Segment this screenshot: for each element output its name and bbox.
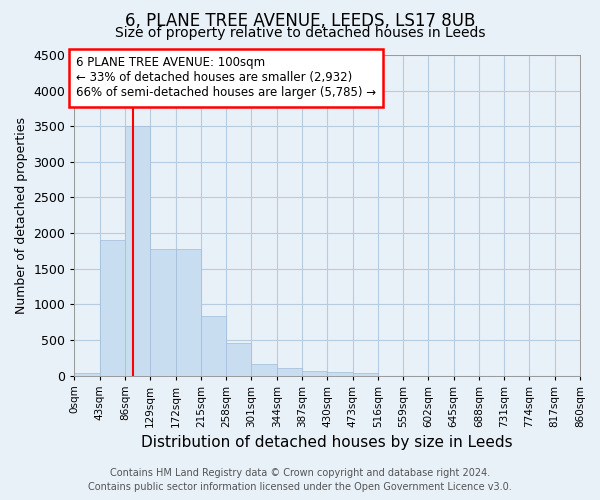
X-axis label: Distribution of detached houses by size in Leeds: Distribution of detached houses by size … xyxy=(142,435,513,450)
Bar xyxy=(125,126,150,376)
Y-axis label: Number of detached properties: Number of detached properties xyxy=(15,117,28,314)
Bar xyxy=(176,248,201,376)
Bar xyxy=(251,364,277,376)
Text: 6, PLANE TREE AVENUE, LEEDS, LS17 8UB: 6, PLANE TREE AVENUE, LEEDS, LS17 8UB xyxy=(125,12,475,30)
Bar xyxy=(302,371,327,376)
Text: 6 PLANE TREE AVENUE: 100sqm
← 33% of detached houses are smaller (2,932)
66% of : 6 PLANE TREE AVENUE: 100sqm ← 33% of det… xyxy=(76,56,376,100)
Bar xyxy=(277,368,302,376)
Bar xyxy=(327,372,353,376)
Text: Contains HM Land Registry data © Crown copyright and database right 2024.
Contai: Contains HM Land Registry data © Crown c… xyxy=(88,468,512,492)
Bar xyxy=(353,372,378,376)
Bar xyxy=(150,248,176,376)
Bar xyxy=(201,316,226,376)
Bar xyxy=(74,374,100,376)
Bar xyxy=(100,240,125,376)
Text: Size of property relative to detached houses in Leeds: Size of property relative to detached ho… xyxy=(115,26,485,40)
Bar xyxy=(226,344,251,376)
